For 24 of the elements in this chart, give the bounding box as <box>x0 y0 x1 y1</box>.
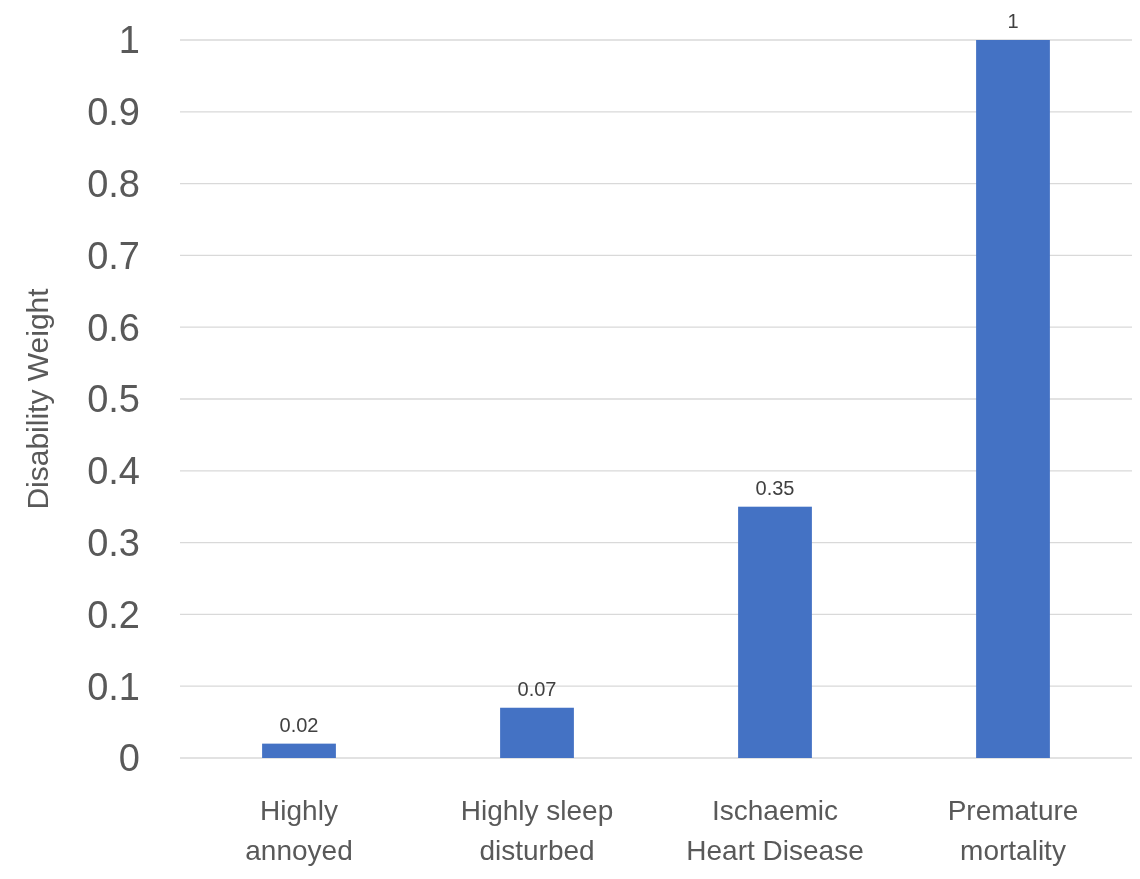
x-tick-label: Ischaemic Heart Disease <box>686 795 864 866</box>
bar <box>738 506 812 758</box>
y-axis-title: Disability Weight <box>21 287 54 510</box>
bar <box>976 40 1050 758</box>
x-tick-label: Premature mortality <box>947 795 1079 866</box>
y-tick-label: 0.8 <box>87 162 140 205</box>
y-tick-label: 0.2 <box>87 593 140 636</box>
y-tick-label: 0.5 <box>87 378 140 421</box>
y-tick-label: 1 <box>118 19 140 62</box>
y-tick-label: 0.3 <box>87 521 140 564</box>
y-tick-label: 0.1 <box>87 665 140 708</box>
y-tick-label: 0.7 <box>87 234 140 277</box>
bar <box>500 707 574 758</box>
y-tick-label: 0.6 <box>87 306 140 349</box>
x-tick-label: Highly sleep disturbed <box>460 795 614 866</box>
y-tick-label: 0.9 <box>87 91 140 134</box>
y-tick-label: 0 <box>118 737 140 780</box>
data-label: 0.35 <box>755 476 795 499</box>
bar <box>262 743 336 758</box>
data-label: 0.02 <box>279 713 319 736</box>
y-tick-label: 0.4 <box>87 450 140 493</box>
x-tick-label: Highly annoyed <box>245 795 353 866</box>
data-label: 0.07 <box>517 677 557 700</box>
data-label: 1 <box>1007 10 1019 32</box>
